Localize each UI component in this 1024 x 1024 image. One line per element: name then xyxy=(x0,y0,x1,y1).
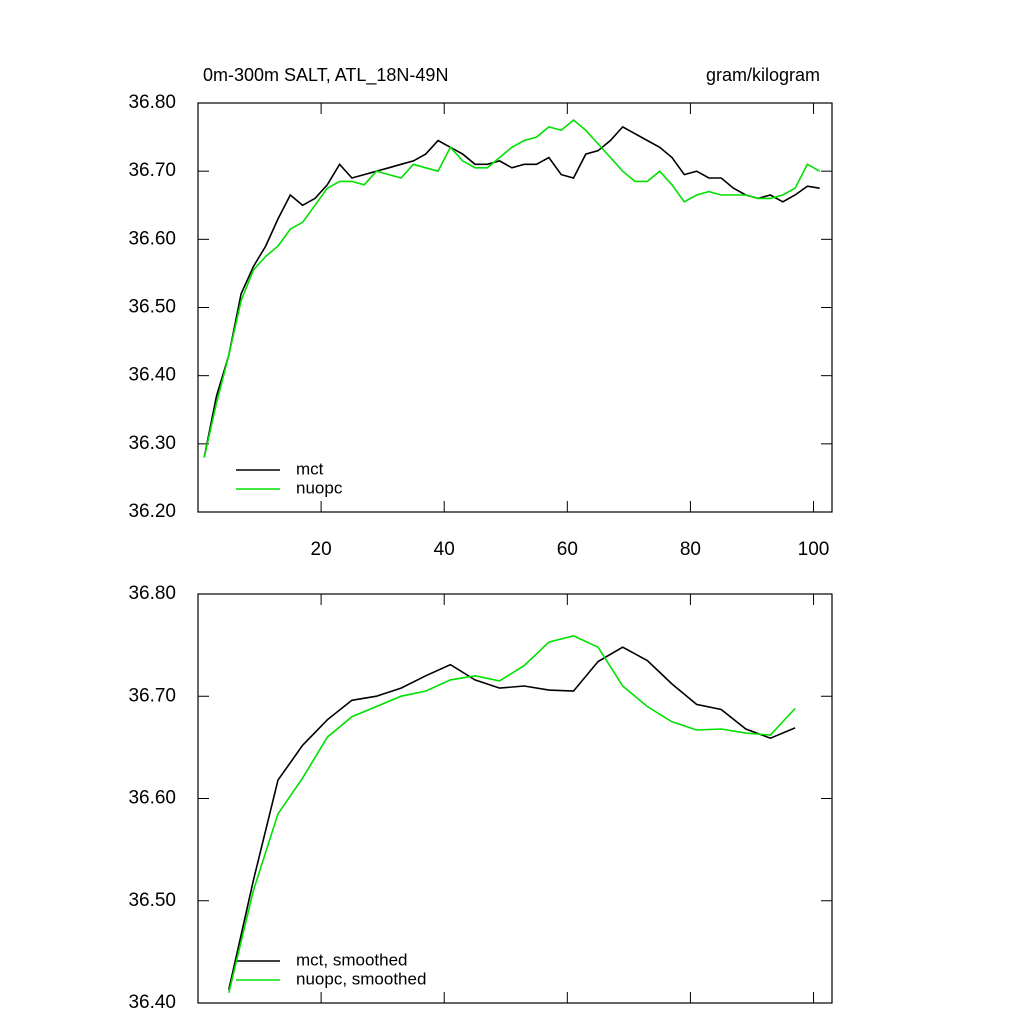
plot-frame xyxy=(197,593,833,1004)
y-tick-label: 36.50 xyxy=(128,890,176,911)
x-tick-label: 80 xyxy=(680,539,701,560)
chart-title: 0m-300m SALT, ATL_18N-49N xyxy=(203,65,448,86)
x-tick-label: 100 xyxy=(798,539,830,560)
y-tick-label: 36.70 xyxy=(128,685,176,706)
y-tick-label: 36.40 xyxy=(128,992,176,1013)
series-line xyxy=(228,635,796,993)
legend-label: nuopc xyxy=(296,478,343,497)
legend-label: mct xyxy=(296,459,324,478)
y-tick-label: 36.70 xyxy=(128,160,176,181)
series-line xyxy=(203,118,821,458)
series-line xyxy=(228,646,796,990)
y-tick-label: 36.60 xyxy=(128,788,176,809)
y-tick-label: 36.80 xyxy=(128,583,176,604)
y-tick-label: 36.30 xyxy=(128,433,176,454)
y-tick-label: 36.20 xyxy=(128,501,176,522)
y-tick-label: 36.50 xyxy=(128,297,176,318)
units-label: gram/kilogram xyxy=(706,65,820,85)
x-tick-label: 60 xyxy=(557,539,578,560)
legend-label: mct, smoothed xyxy=(296,950,408,969)
x-tick-label: 20 xyxy=(311,539,332,560)
series-line xyxy=(203,125,820,458)
x-tick-label: 40 xyxy=(434,539,455,560)
y-tick-label: 36.60 xyxy=(128,228,176,249)
legend-label: nuopc, smoothed xyxy=(296,969,426,988)
plot-frame xyxy=(197,102,833,513)
y-tick-label: 36.80 xyxy=(128,92,176,113)
y-tick-label: 36.40 xyxy=(128,365,176,386)
